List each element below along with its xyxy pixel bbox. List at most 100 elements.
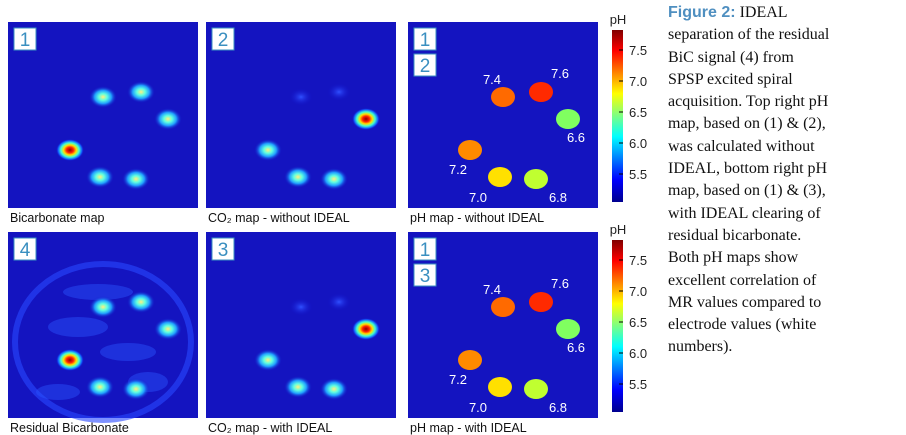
colorbar-tick-label: 6.0: [629, 136, 647, 151]
ph-blob: [556, 319, 580, 339]
signal-blob: [254, 139, 282, 161]
caption-line: map, based on (1) & (2),: [668, 113, 906, 135]
panel-number: 1: [420, 30, 431, 51]
signal-blob: [154, 108, 182, 130]
panel-caption: CO₂ map - with IDEAL: [208, 421, 332, 435]
colorbar-tick-label: 5.5: [629, 167, 647, 182]
panel-caption: Bicarbonate map: [10, 211, 105, 225]
caption-line: numbers).: [668, 336, 906, 358]
caption-line: was calculated without: [668, 136, 906, 158]
ph-blob: [458, 140, 482, 160]
ph-blob: [524, 379, 548, 399]
signal-blob: [86, 166, 114, 188]
ph-blob: [491, 87, 515, 107]
ph-blob: [458, 350, 482, 370]
signal-blob: [86, 376, 114, 398]
caption-line: acquisition. Top right pH: [668, 91, 906, 113]
panel-number: 4: [20, 240, 31, 261]
ph-blob: [488, 167, 512, 187]
panel-caption: Residual Bicarbonate: [10, 421, 129, 435]
colorbar-unit: pH: [610, 12, 627, 27]
colorbar-tick-label: 6.0: [629, 346, 647, 361]
residual-swirl: [48, 317, 108, 337]
signal-blob: [289, 298, 313, 316]
caption-line: excellent correlation of: [668, 270, 906, 292]
signal-blob: [56, 349, 84, 371]
colorbar: [612, 30, 623, 202]
caption-line: SPSP excited spiral: [668, 69, 906, 91]
colorbar-tick-label: 5.5: [629, 377, 647, 392]
panel-number: 1: [420, 240, 431, 261]
residual-swirl: [100, 343, 156, 361]
colorbar-tick-label: 6.5: [629, 105, 647, 120]
ph-value-label: 7.6: [551, 276, 569, 291]
caption-line: MR values compared to: [668, 292, 906, 314]
ph-value-label: 6.6: [567, 130, 585, 145]
caption-line: electrode values (white: [668, 314, 906, 336]
panel-number: 2: [218, 30, 229, 51]
signal-blob: [122, 378, 150, 400]
signal-blob: [284, 166, 312, 188]
image-panel: 1: [8, 22, 198, 208]
figure: 1 Bicarbonate map 2 CO₂ map - without IDEAL…: [0, 0, 660, 435]
colorbar-tick-label: 6.5: [629, 315, 647, 330]
figure-label: Figure 2:: [668, 4, 736, 21]
signal-blob: [122, 168, 150, 190]
panel-caption: pH map - with IDEAL: [410, 421, 527, 435]
colorbar-tick-label: 7.5: [629, 43, 647, 58]
colorbar-tick-label: 7.0: [629, 284, 647, 299]
signal-blob: [89, 86, 117, 108]
signal-blob: [352, 108, 380, 130]
signal-blob: [352, 318, 380, 340]
caption-line: Figure 2: IDEAL: [668, 2, 906, 24]
panel-number: 2: [420, 56, 431, 77]
ph-blob: [529, 82, 553, 102]
ph-blob: [488, 377, 512, 397]
caption-text: IDEAL: [740, 4, 788, 21]
signal-blob: [327, 83, 351, 101]
signal-blob: [320, 168, 348, 190]
ph-value-label: 7.0: [469, 400, 487, 415]
ph-blob: [524, 169, 548, 189]
signal-blob: [289, 88, 313, 106]
signal-blob: [127, 81, 155, 103]
ph-blob: [529, 292, 553, 312]
signal-blob: [56, 139, 84, 161]
ph-value-label: 7.0: [469, 190, 487, 205]
image-panel: 4: [8, 232, 198, 420]
image-panel: 3: [206, 232, 396, 418]
colorbar-tick-label: 7.5: [629, 253, 647, 268]
ph-blob: [556, 109, 580, 129]
signal-blob: [327, 293, 351, 311]
panel-number: 1: [20, 30, 31, 51]
colorbar-unit: pH: [610, 222, 627, 237]
caption-line: with IDEAL clearing of: [668, 203, 906, 225]
ph-value-label: 7.4: [483, 72, 501, 87]
ph-value-label: 7.2: [449, 372, 467, 387]
signal-blob: [154, 318, 182, 340]
ph-value-label: 7.4: [483, 282, 501, 297]
page: {"panels": [ {"numbers": ["1"], "caption…: [0, 0, 906, 435]
image-panel: 7.47.66.67.27.06.813: [408, 232, 598, 418]
caption-line: IDEAL, bottom right pH: [668, 158, 906, 180]
signal-blob: [127, 291, 155, 313]
ph-value-label: 6.8: [549, 190, 567, 205]
signal-blob: [254, 349, 282, 371]
colorbar: [612, 240, 623, 412]
ph-value-label: 6.6: [567, 340, 585, 355]
signal-blob: [89, 296, 117, 318]
panel-number: 3: [420, 266, 431, 287]
caption-line: Both pH maps show: [668, 247, 906, 269]
panel-caption: CO₂ map - without IDEAL: [208, 211, 350, 225]
image-panel: 2: [206, 22, 396, 208]
caption-line: map, based on (1) & (3),: [668, 180, 906, 202]
ph-value-label: 7.6: [551, 66, 569, 81]
caption-line: residual bicarbonate.: [668, 225, 906, 247]
signal-blob: [284, 376, 312, 398]
residual-swirl: [36, 384, 80, 400]
ph-blob: [491, 297, 515, 317]
colorbar-tick-label: 7.0: [629, 74, 647, 89]
caption-line: separation of the residual: [668, 24, 906, 46]
